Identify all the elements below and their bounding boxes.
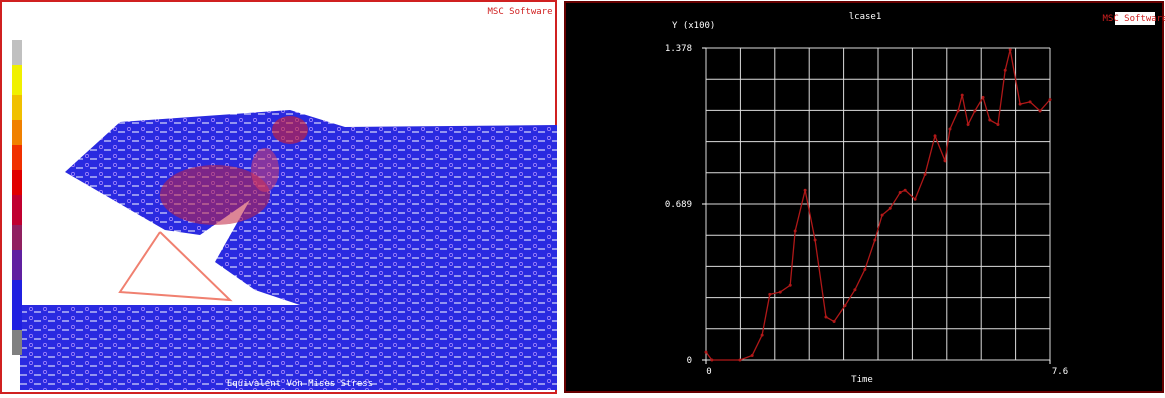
data-point xyxy=(988,119,991,122)
y-tick-label: 0 xyxy=(687,356,692,366)
data-point xyxy=(957,109,960,112)
data-point xyxy=(843,304,846,307)
y-tick-label: 1.378 xyxy=(665,44,692,54)
legend-swatch xyxy=(12,330,22,355)
data-point xyxy=(833,320,836,323)
data-point xyxy=(853,288,856,291)
data-point xyxy=(1049,98,1052,101)
chart-title: lcase1 xyxy=(849,12,882,22)
data-point xyxy=(967,123,970,126)
data-point xyxy=(710,359,713,362)
logo: MSC Software xyxy=(487,7,552,17)
data-point xyxy=(899,191,902,194)
x-axis-label: Time xyxy=(851,375,873,385)
data-point xyxy=(943,159,946,162)
panel-frame xyxy=(565,2,1163,392)
data-point xyxy=(961,94,964,97)
data-point xyxy=(814,239,817,242)
legend-swatch xyxy=(12,95,22,120)
data-point xyxy=(948,128,951,131)
data-point xyxy=(1019,103,1022,106)
data-point xyxy=(1009,48,1012,51)
data-point xyxy=(824,315,827,318)
legend-swatch xyxy=(12,120,22,145)
x-tick-label: 0 xyxy=(706,367,711,377)
data-point xyxy=(982,96,985,99)
legend-swatch xyxy=(12,40,22,65)
legend-swatch xyxy=(12,170,22,195)
data-point xyxy=(934,134,937,137)
data-point xyxy=(1039,109,1042,112)
data-point xyxy=(873,239,876,242)
x-tick-label: 7.6 xyxy=(1052,367,1068,377)
data-point xyxy=(789,284,792,287)
data-point xyxy=(794,229,797,232)
data-point xyxy=(705,351,708,354)
data-point xyxy=(738,359,741,362)
data-point xyxy=(924,173,927,176)
data-point xyxy=(751,354,754,357)
legend-swatch xyxy=(12,65,22,95)
page: MSC Software Equivalent Von Mises Stress… xyxy=(0,0,1165,394)
legend-swatch xyxy=(12,280,22,330)
data-point xyxy=(863,268,866,271)
data-point xyxy=(996,123,999,126)
data-point xyxy=(761,334,764,337)
y-axis-label: Y (x100) xyxy=(672,21,715,31)
stress-hotspot xyxy=(251,148,279,192)
data-point xyxy=(973,109,976,112)
data-point xyxy=(914,198,917,201)
data-point xyxy=(768,293,771,296)
legend-swatch xyxy=(12,225,22,250)
screenshot: MSC Software Equivalent Von Mises Stress… xyxy=(0,0,1165,394)
color-legend xyxy=(12,40,22,355)
logo: MSC Software xyxy=(1102,14,1165,24)
legend-swatch xyxy=(12,195,22,225)
y-tick-label: 0.689 xyxy=(665,200,692,210)
data-point xyxy=(779,291,782,294)
legend-swatch xyxy=(12,145,22,170)
data-point xyxy=(1004,69,1007,72)
contour-panel: MSC Software Equivalent Von Mises Stress xyxy=(1,1,557,393)
chart-panel: lcase1 Y (x100) Time MSC Software 0 0.689… xyxy=(565,2,1165,392)
legend-swatch xyxy=(12,250,22,280)
data-point xyxy=(881,214,884,217)
data-point xyxy=(1029,100,1032,103)
stress-hotspot xyxy=(272,116,308,144)
caption: Equivalent Von Mises Stress xyxy=(227,379,373,389)
data-point xyxy=(804,189,807,192)
data-point xyxy=(904,189,907,192)
data-point xyxy=(889,207,892,210)
